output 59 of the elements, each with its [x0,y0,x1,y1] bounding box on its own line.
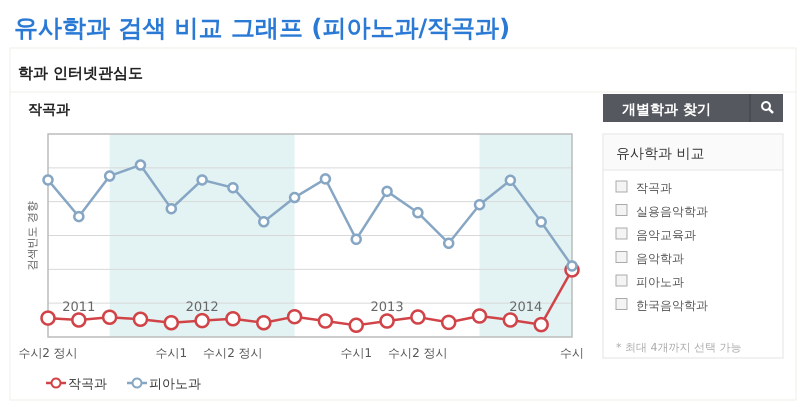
x-tick-label: 수시1 [340,346,372,360]
x-tick-label: 수시1 [155,346,188,360]
chart-subtitle: 학과 인터넷관심도 [18,64,144,82]
point [474,198,486,210]
point [348,318,364,334]
annotation: 2011 [62,300,96,315]
point [73,210,85,222]
chart-title: 유사학과 검색 비교 그래프 (피아노과/작곡과) [14,14,510,42]
point [225,311,241,327]
point [132,312,148,328]
text: 음악교육과 [636,228,696,242]
point [288,192,300,204]
point [258,216,270,228]
x-tick-label: 수시2 정시 [18,346,78,360]
point [350,234,362,246]
text: 음악학과 [636,252,684,266]
point [504,174,516,186]
point [320,173,332,185]
point [227,182,239,194]
point [472,308,488,324]
point [102,309,118,325]
text: 실용음악학과 [636,204,708,218]
point [412,206,424,218]
point [440,314,456,330]
text: 한국음악학과 [636,298,708,312]
point [381,186,393,198]
text: 피아노과 [636,275,684,289]
point [442,238,454,250]
point [535,216,547,228]
x-tick-label: 수시 [560,346,584,360]
point [194,312,210,328]
point [166,202,178,214]
legend-label: 피아노과 [149,377,201,392]
point [502,312,518,328]
point [164,314,180,330]
point [196,174,208,186]
text: 유사학과 비교 [616,146,704,162]
annotation: 2012 [186,300,219,315]
x-tick-label: 수시2 정시 [203,346,263,360]
point [256,314,272,330]
x-tick-label: 수시2 정시 [388,346,448,360]
legend-label: 작곡과 [68,377,107,392]
point [104,170,116,182]
text: 작곡과 [28,102,70,118]
point [134,159,146,171]
point [379,313,395,329]
point [286,308,302,324]
point [40,310,56,326]
text: 개별학과 찾기 [622,102,711,118]
text: 작곡과 [636,181,672,195]
point [410,309,426,325]
point [42,174,54,186]
y-axis-title: 검색빈도 경향 [26,200,39,270]
annotation: 2013 [370,300,404,315]
annotation: 2014 [509,300,542,315]
point [533,316,549,332]
text: * 최대 4개까지 선택 가능 [616,341,742,354]
point [71,312,87,328]
point [318,313,334,329]
